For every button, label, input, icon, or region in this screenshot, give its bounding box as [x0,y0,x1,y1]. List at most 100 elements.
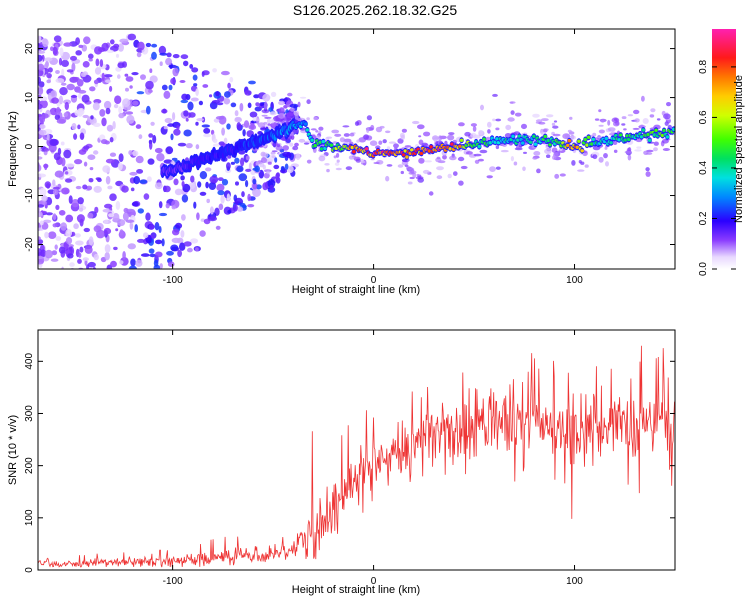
noise-blob [188,182,196,190]
noise-blob [77,124,81,130]
noise-blob [109,152,117,157]
halo-blob [378,140,383,145]
noise-blob [113,43,120,49]
halo-blob [418,157,425,164]
noise-blob [180,230,185,238]
noise-blob [56,118,66,124]
noise-blob [93,185,102,193]
noise-blob [95,275,99,283]
noise-blob [196,118,204,122]
noise-blob [66,69,74,73]
colorbar-tick-label: 0.4 [698,161,709,175]
noise-blob [113,104,119,109]
noise-blob [201,71,205,77]
noise-blob [172,67,179,77]
colorbar: 0.0 0.2 0.4 0.6 0.8 Normalized spectral ampl… [698,29,745,276]
noise-blob [163,90,171,99]
noise-blob [100,139,108,145]
noise-blob [166,250,174,256]
noise-blob [38,119,41,125]
halo-blob [495,127,500,131]
noise-blob [163,125,168,130]
noise-blob [136,52,142,58]
noise-blob [137,238,145,243]
noise-blob [187,247,193,253]
noise-blob [39,220,44,226]
noise-blob [65,214,74,223]
halo-blob [289,107,295,112]
noise-blob [236,122,242,130]
noise-blob [65,237,73,245]
noise-blob [49,274,52,281]
halo-blob [331,129,340,134]
halo-blob [567,129,572,133]
ridge-core [652,133,657,137]
halo-blob [417,124,425,130]
noise-blob [216,183,225,192]
noise-blob [102,165,111,173]
noise-blob [118,112,125,119]
noise-blob [95,58,100,67]
noise-blob [168,64,177,69]
halo-blob [464,131,471,137]
ridge-core [303,122,308,126]
noise-blob [233,204,238,212]
noise-blob [38,35,42,44]
halo-blob [656,118,661,121]
halo-blob [663,113,671,120]
halo-blob [373,162,380,164]
noise-blob [230,161,235,165]
noise-blob [284,163,289,170]
noise-blob [54,114,61,121]
noise-blob [206,198,210,204]
noise-blob [143,232,149,239]
noise-blob [149,141,153,150]
noise-blob [38,236,41,241]
noise-blob [61,68,65,78]
noise-blob [71,199,80,208]
ridge-core [410,148,414,152]
noise-blob [101,117,107,127]
noise-blob [234,157,240,164]
halo-blob [293,110,300,116]
noise-blob [60,222,67,231]
noise-blob [59,87,68,96]
noise-blob [262,93,271,102]
halo-blob [642,118,649,124]
noise-blob [168,84,173,91]
halo-blob [598,124,604,127]
noise-blob [71,123,77,130]
halo-blob [632,127,640,130]
halo-blob [641,95,645,102]
noise-blob [44,163,48,171]
halo-blob [260,151,266,157]
spectrogram-ytick-label: -20 [24,237,35,252]
noise-blob [274,157,278,163]
noise-blob [170,77,177,85]
halo-blob [401,128,407,133]
halo-blob [532,156,538,160]
noise-blob [122,98,131,108]
halo-blob [473,153,482,157]
ridge-core [511,134,515,138]
noise-blob [148,89,153,93]
halo-blob [393,143,399,149]
halo-blob [298,138,306,143]
noise-blob [122,251,126,260]
spectrogram-xtick-label: -100 [163,275,183,286]
noise-blob [47,92,52,101]
noise-blob [130,258,136,267]
noise-blob [38,248,42,256]
noise-blob [66,83,75,91]
noise-blob [145,80,154,90]
noise-blob [159,52,168,56]
halo-blob [297,101,301,108]
noise-blob [78,149,87,155]
noise-blob [82,61,90,68]
noise-blob [199,191,207,196]
noise-blob [245,180,249,188]
halo-blob [541,118,549,122]
noise-blob [58,246,66,254]
halo-blob [509,101,516,104]
snr-line [38,345,675,568]
